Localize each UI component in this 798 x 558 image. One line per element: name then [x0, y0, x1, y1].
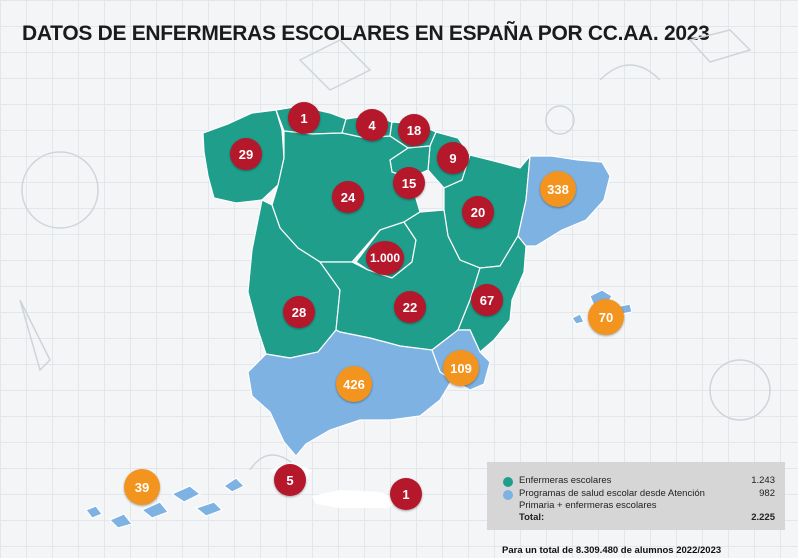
region-melilla — [312, 490, 400, 508]
legend-item-nurses: Enfermeras escolares 1.243 — [487, 475, 785, 489]
marker-valencia[interactable]: 67 — [471, 284, 503, 316]
marker-aragon[interactable]: 20 — [462, 196, 494, 228]
footnote: Para un total de 8.309.480 de alumnos 20… — [502, 545, 722, 556]
marker-madrid[interactable]: 1.000 — [366, 241, 404, 275]
legend-total: Total: 2.225 — [487, 512, 785, 526]
legend-total-value: 2.225 — [751, 512, 775, 523]
legend-box: Enfermeras escolares 1.243 Programas de … — [487, 462, 785, 530]
marker-asturias[interactable]: 1 — [288, 102, 320, 134]
marker-murcia[interactable]: 109 — [443, 350, 479, 386]
legend-value: 1.243 — [751, 475, 775, 486]
marker-castilla-leon[interactable]: 24 — [332, 181, 364, 213]
marker-baleares[interactable]: 70 — [588, 299, 624, 335]
marker-cataluna[interactable]: 338 — [540, 171, 576, 207]
marker-cantabria[interactable]: 4 — [356, 109, 388, 141]
region-canarias — [85, 477, 246, 529]
legend-dot-teal — [503, 477, 513, 487]
marker-ceuta[interactable]: 5 — [274, 464, 306, 496]
marker-andalucia[interactable]: 426 — [336, 366, 372, 402]
legend-label: Programas de salud escolar desde Atenció… — [519, 488, 705, 499]
marker-extremadura[interactable]: 28 — [283, 296, 315, 328]
marker-navarra[interactable]: 9 — [437, 142, 469, 174]
marker-canarias[interactable]: 39 — [124, 469, 160, 505]
marker-castilla-la-mancha[interactable]: 22 — [394, 291, 426, 323]
marker-melilla[interactable]: 1 — [390, 478, 422, 510]
legend-total-label: Total: — [519, 512, 545, 523]
marker-galicia[interactable]: 29 — [230, 138, 262, 170]
legend-item-programs: Programas de salud escolar desde Atenció… — [487, 488, 785, 502]
marker-pais-vasco[interactable]: 18 — [398, 114, 430, 146]
legend-value: 982 — [759, 488, 775, 499]
marker-la-rioja[interactable]: 15 — [393, 167, 425, 199]
legend-dot-blue — [503, 490, 513, 500]
legend-label: Enfermeras escolares — [519, 475, 612, 486]
page-title: DATOS DE ENFERMERAS ESCOLARES EN ESPAÑA … — [22, 22, 710, 45]
legend-label-line2: Primaria + enfermeras escolares — [519, 500, 657, 511]
legend-item-programs-line2: Primaria + enfermeras escolares — [487, 500, 785, 514]
